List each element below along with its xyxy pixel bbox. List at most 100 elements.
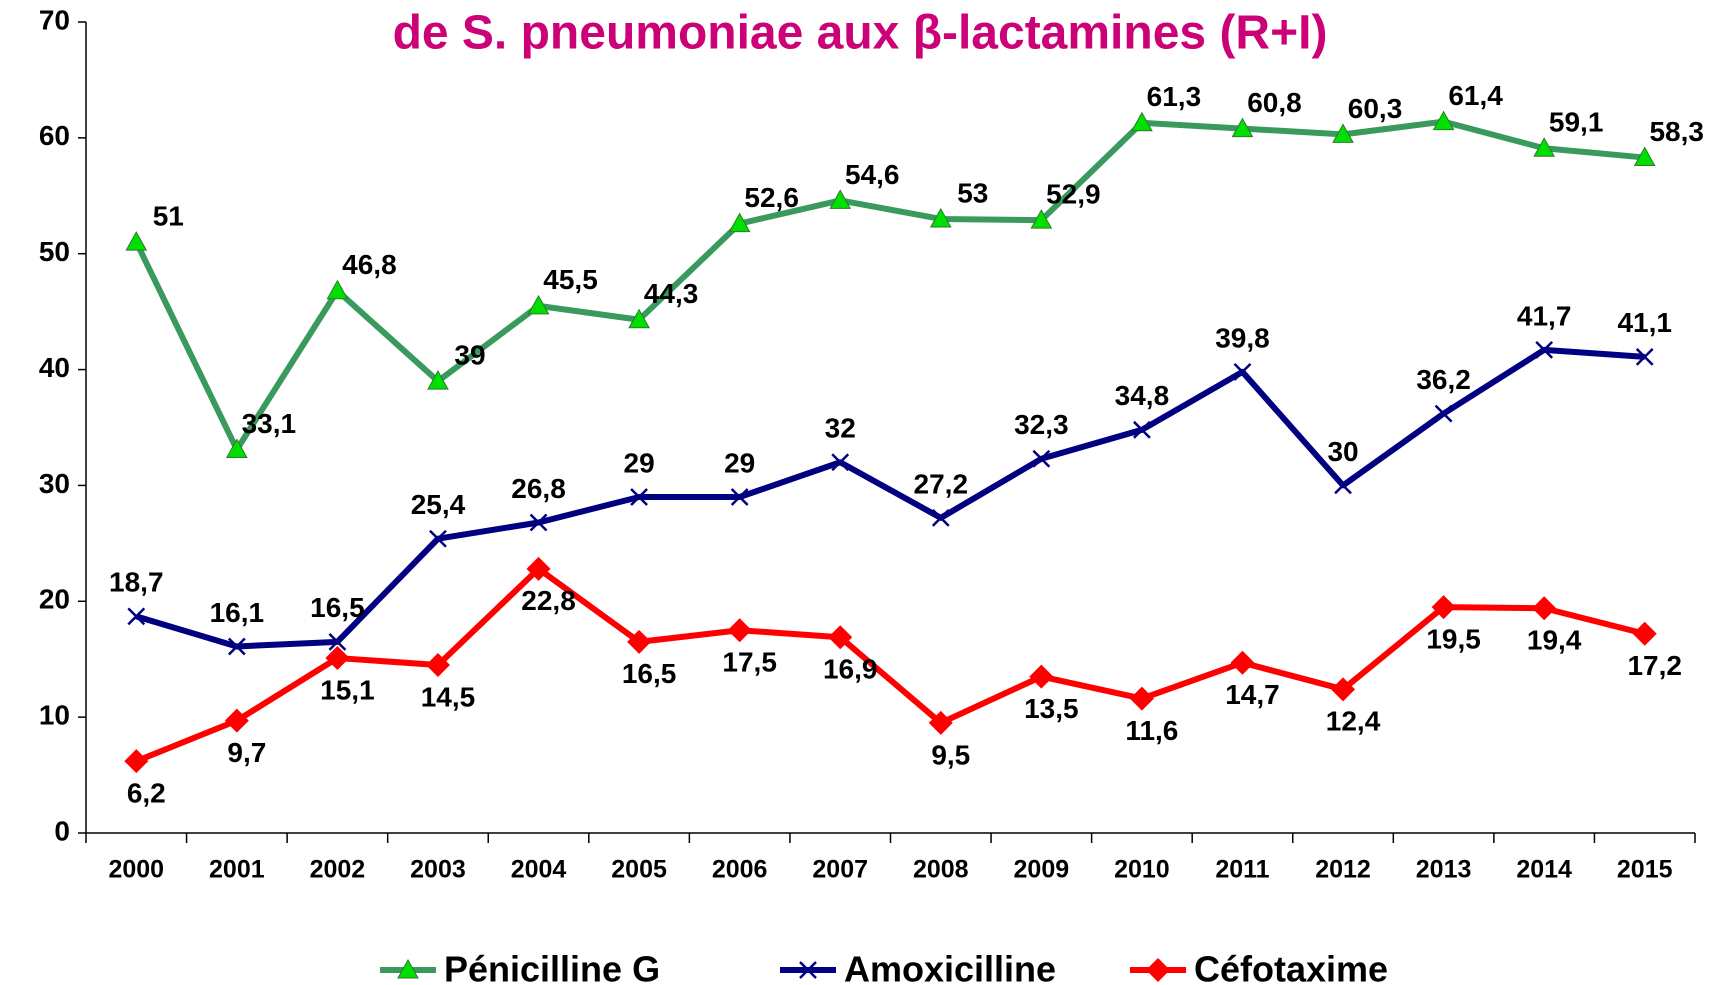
marker <box>124 749 149 774</box>
data-label: 29 <box>624 447 655 478</box>
marker <box>929 207 952 228</box>
data-label: 30 <box>1327 436 1358 467</box>
marker <box>1334 476 1352 495</box>
data-label: 54,6 <box>845 159 900 190</box>
marker <box>429 529 447 548</box>
chart-title: de S. pneumoniae aux β-lactamines (R+I) <box>393 7 1328 60</box>
marker <box>1133 420 1151 439</box>
y-tick-label: 40 <box>39 352 70 383</box>
data-label: 39 <box>454 340 485 371</box>
data-label: 19,4 <box>1527 625 1582 656</box>
data-label: 22,8 <box>521 585 576 616</box>
legend-label: Pénicilline G <box>444 949 660 985</box>
legend-label: Amoxicilline <box>844 949 1056 985</box>
marker <box>828 625 853 650</box>
data-label: 26,8 <box>511 473 566 504</box>
data-label: 16,5 <box>310 592 365 623</box>
marker <box>928 710 953 735</box>
data-label: 16,5 <box>622 658 677 689</box>
x-tick-label: 2003 <box>410 856 466 884</box>
marker <box>127 607 146 626</box>
x-tick-label: 2006 <box>712 856 768 884</box>
data-label: 45,5 <box>543 264 598 295</box>
x-tick-label: 2010 <box>1114 856 1170 884</box>
marker <box>224 708 249 733</box>
marker <box>931 508 950 527</box>
data-label: 58,3 <box>1649 116 1704 147</box>
data-label: 14,7 <box>1225 679 1280 710</box>
marker <box>527 294 550 315</box>
marker <box>325 646 350 671</box>
y-tick-label: 0 <box>54 815 70 846</box>
data-label: 51 <box>153 201 184 232</box>
x-tick-label: 2013 <box>1416 856 1472 884</box>
marker <box>1533 137 1556 157</box>
marker <box>526 556 551 581</box>
y-tick-label: 50 <box>39 236 70 267</box>
marker <box>728 212 751 233</box>
marker <box>727 618 752 643</box>
data-label: 46,8 <box>342 249 397 280</box>
data-label: 39,8 <box>1215 322 1270 353</box>
x-tick-label: 2001 <box>209 856 265 884</box>
data-label: 32,3 <box>1014 409 1069 440</box>
x-tick-label: 2002 <box>310 856 366 884</box>
marker <box>630 488 648 506</box>
x-tick-label: 2007 <box>812 856 868 884</box>
marker <box>425 653 450 678</box>
marker <box>397 958 419 979</box>
marker <box>1230 650 1255 675</box>
series-line <box>135 565 1646 764</box>
marker <box>1032 449 1051 468</box>
marker <box>1431 595 1456 620</box>
data-label: 60,3 <box>1348 93 1403 124</box>
marker <box>1030 209 1053 229</box>
marker <box>427 370 449 390</box>
data-label: 6,2 <box>127 778 166 809</box>
x-tick-label: 2005 <box>611 856 667 884</box>
marker <box>1331 677 1356 702</box>
marker <box>1231 117 1254 138</box>
marker <box>1129 686 1154 711</box>
series-line <box>133 118 1645 453</box>
data-label: 19,5 <box>1426 623 1481 654</box>
marker <box>831 453 850 472</box>
x-tick-label: 2004 <box>511 856 567 884</box>
marker <box>1633 146 1656 167</box>
marker <box>227 637 246 656</box>
x-tick-label: 2008 <box>913 856 969 884</box>
data-label: 59,1 <box>1549 107 1604 138</box>
x-tick-label: 2015 <box>1617 856 1673 884</box>
data-label: 25,4 <box>411 489 466 520</box>
marker <box>628 308 650 329</box>
data-label: 16,9 <box>823 654 878 685</box>
marker <box>1131 111 1153 132</box>
x-tick-label: 2000 <box>108 856 164 884</box>
data-label: 17,5 <box>722 647 777 678</box>
x-tick-label: 2014 <box>1516 856 1572 884</box>
data-label: 33,1 <box>242 408 297 439</box>
y-tick-label: 60 <box>39 120 70 151</box>
data-label: 11,6 <box>1125 715 1178 746</box>
data-label: 27,2 <box>914 468 969 499</box>
data-label: 41,7 <box>1517 300 1572 331</box>
data-label: 61,3 <box>1147 81 1202 112</box>
marker <box>1029 664 1054 689</box>
data-label: 53 <box>957 177 988 208</box>
data-label: 29 <box>724 447 755 478</box>
data-label: 14,5 <box>421 681 476 712</box>
legend-label: Céfotaxime <box>1194 949 1388 985</box>
marker <box>1146 958 1170 982</box>
marker <box>1635 347 1654 366</box>
data-label: 32 <box>825 413 856 444</box>
data-label: 15,1 <box>320 674 375 705</box>
data-label: 36,2 <box>1416 364 1471 395</box>
data-label: 44,3 <box>644 278 699 309</box>
marker <box>1233 363 1252 381</box>
marker <box>829 189 852 209</box>
marker <box>627 629 652 654</box>
marker <box>1532 596 1557 621</box>
data-label: 9,7 <box>227 737 266 768</box>
data-label: 61,4 <box>1448 80 1503 111</box>
marker <box>328 632 347 651</box>
